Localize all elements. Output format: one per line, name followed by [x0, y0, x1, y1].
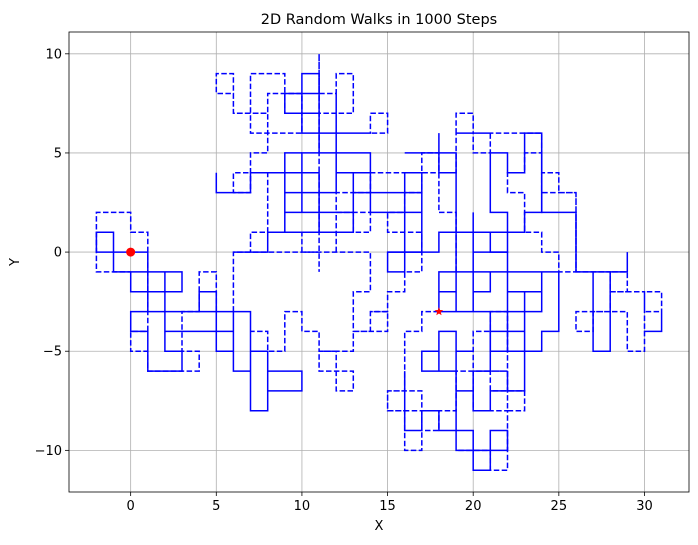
walk-path-5 [215, 53, 389, 272]
x-tick-label: 10 [294, 499, 311, 514]
walk-path-7 [335, 172, 423, 313]
x-tick-label: 5 [212, 499, 220, 514]
walk-path-6 [215, 152, 302, 194]
y-axis-label: Y [8, 258, 23, 267]
walk-path-1 [95, 231, 303, 412]
walk-path-9 [421, 112, 663, 352]
walk-paths [95, 53, 663, 471]
chart-title: 2D Random Walks in 1000 Steps [261, 12, 497, 28]
walk-path-2 [95, 211, 218, 372]
walk-path-12 [403, 330, 526, 471]
x-tick-label: 25 [551, 499, 568, 514]
y-tick-label: −5 [43, 345, 62, 360]
y-tick-label: 10 [45, 47, 62, 62]
y-tick-label: −10 [35, 444, 62, 459]
axis-ticks: 0 5 10 15 20 25 30 −10 −5 0 5 10 [35, 47, 653, 514]
y-tick-label: 5 [54, 146, 62, 161]
axes-frame [68, 31, 690, 493]
x-tick-label: 20 [465, 499, 482, 514]
grid-lines [69, 32, 689, 492]
start-marker [126, 247, 136, 257]
x-axis-label: X [375, 519, 384, 534]
x-tick-label: 0 [127, 499, 135, 514]
y-tick-label: 0 [54, 246, 62, 261]
walk-path-3 [232, 251, 389, 392]
markers [126, 247, 444, 316]
walk-path-10 [404, 133, 543, 253]
x-tick-label: 30 [636, 499, 653, 514]
x-tick-label: 15 [379, 499, 396, 514]
end-marker [434, 307, 444, 316]
